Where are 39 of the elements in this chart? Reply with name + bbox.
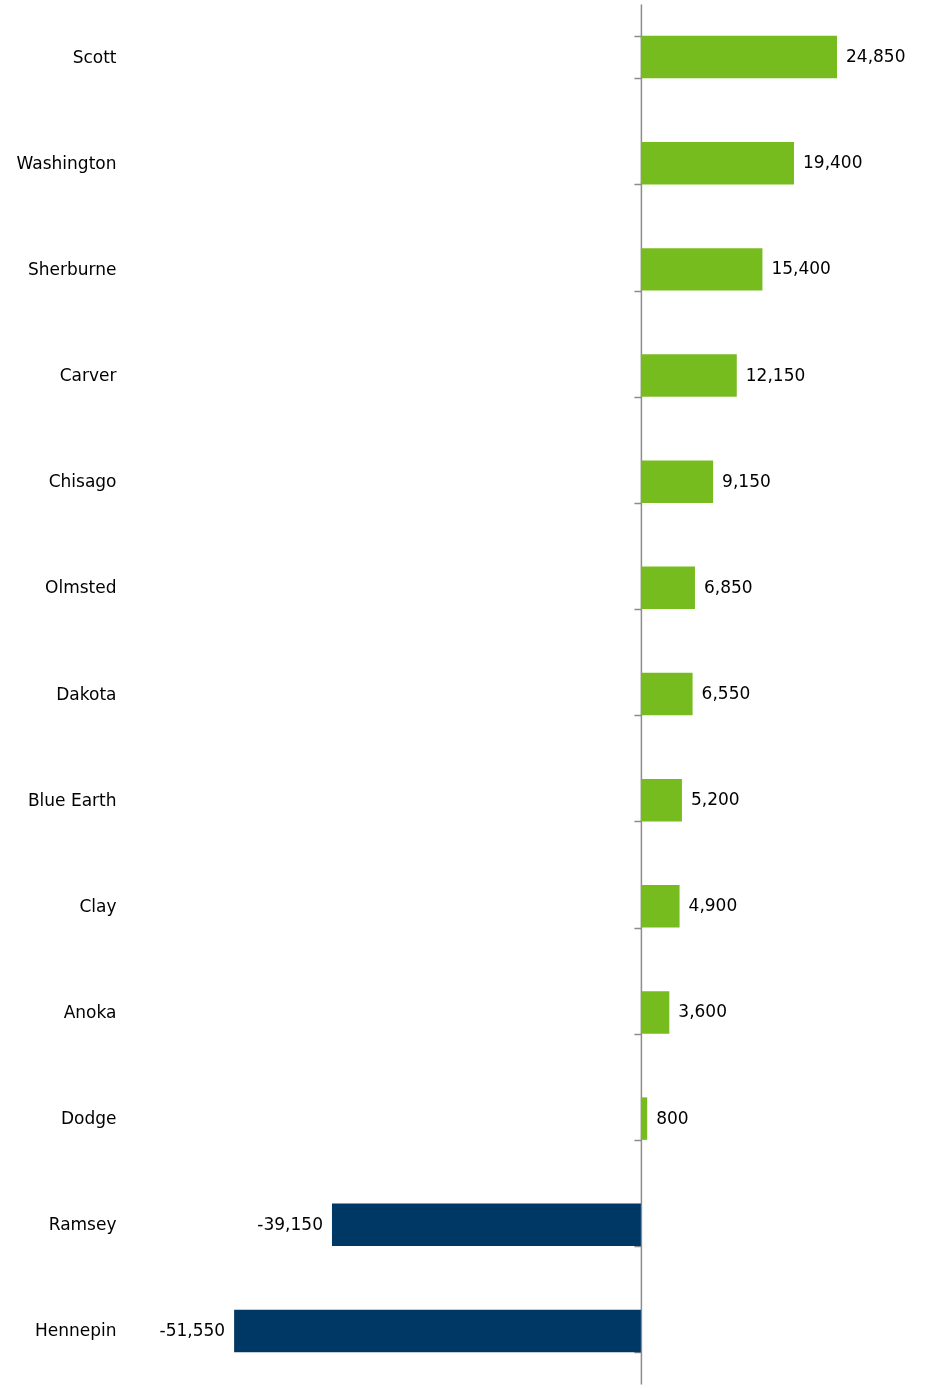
y-tick-label: Anoka bbox=[63, 1001, 117, 1022]
bar bbox=[640, 142, 794, 185]
bar bbox=[331, 1203, 641, 1246]
y-tick-label: Dodge bbox=[60, 1108, 117, 1129]
data-label: 5,200 bbox=[690, 789, 740, 810]
bar bbox=[640, 991, 670, 1034]
y-tick-label: Scott bbox=[72, 46, 117, 67]
bar bbox=[640, 778, 682, 822]
bar bbox=[640, 460, 714, 503]
bar bbox=[640, 1097, 648, 1140]
bar bbox=[640, 566, 695, 610]
data-label: 24,850 bbox=[846, 46, 906, 67]
data-label: 6,850 bbox=[703, 576, 753, 597]
data-label: 4,900 bbox=[688, 895, 738, 916]
data-label: 800 bbox=[656, 1107, 689, 1128]
bar bbox=[640, 354, 737, 397]
bar bbox=[640, 35, 837, 79]
data-label: -51,550 bbox=[159, 1319, 226, 1340]
y-tick-label: Blue Earth bbox=[27, 789, 117, 810]
data-label: 6,550 bbox=[701, 683, 751, 703]
data-label: 12,150 bbox=[745, 364, 806, 385]
y-tick-label: Clay bbox=[79, 895, 117, 916]
data-label: -39,150 bbox=[257, 1213, 323, 1234]
bar bbox=[640, 885, 680, 928]
y-tick-label: Carver bbox=[59, 365, 117, 386]
y-tick-label: Hennepin bbox=[34, 1320, 117, 1341]
bar bbox=[640, 672, 693, 716]
y-tick-label: Washington bbox=[16, 152, 117, 173]
y-tick-label: Olmsted bbox=[45, 577, 117, 598]
data-label: 9,150 bbox=[722, 470, 771, 491]
y-tick-label: Sherburne bbox=[27, 258, 117, 279]
bar bbox=[234, 1309, 641, 1353]
data-label: 3,600 bbox=[678, 1001, 727, 1022]
bar bbox=[640, 248, 763, 291]
y-tick-label: Ramsey bbox=[48, 1214, 117, 1235]
data-label: 19,400 bbox=[802, 152, 863, 173]
y-tick-label: Chisago bbox=[48, 471, 117, 492]
data-label: 15,400 bbox=[771, 258, 831, 279]
y-tick-label: Dakota bbox=[56, 683, 117, 704]
